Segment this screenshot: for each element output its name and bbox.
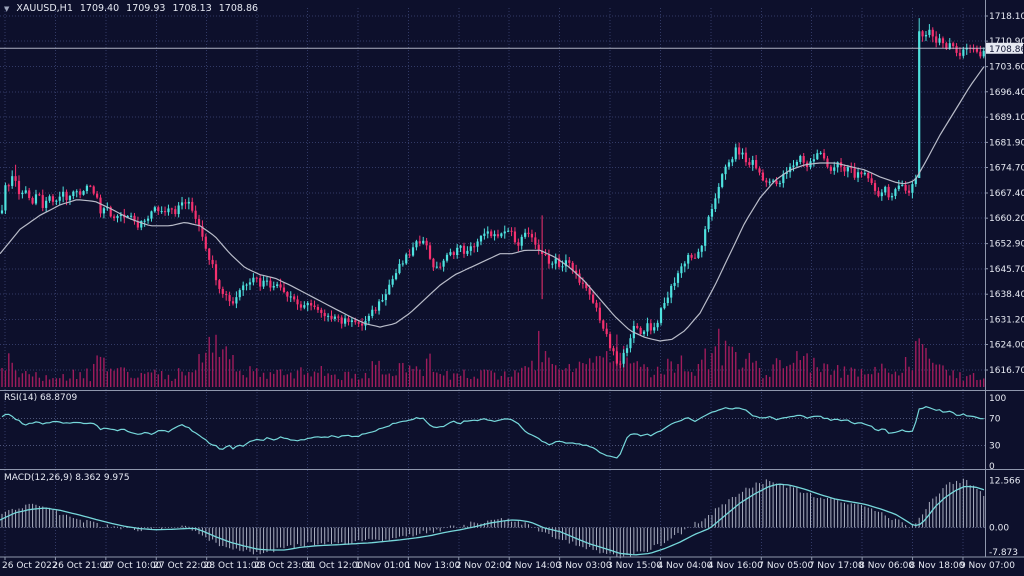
svg-text:1674.70: 1674.70	[989, 164, 1024, 174]
svg-text:2 Nov 02:00: 2 Nov 02:00	[456, 561, 511, 571]
svg-text:1718.10: 1718.10	[989, 12, 1024, 22]
svg-text:1689.10: 1689.10	[989, 113, 1024, 123]
svg-text:1 Nov 13:00: 1 Nov 13:00	[405, 561, 460, 571]
svg-text:1660.20: 1660.20	[989, 214, 1024, 224]
svg-text:1624.00: 1624.00	[989, 341, 1024, 351]
grid-layer	[0, 8, 985, 557]
svg-text:27 Oct 10:00: 27 Oct 10:00	[103, 561, 162, 571]
svg-text:9 Nov 07:00: 9 Nov 07:00	[960, 561, 1015, 571]
svg-text:1710.90: 1710.90	[989, 37, 1024, 47]
svg-text:1703.60: 1703.60	[989, 63, 1024, 73]
svg-text:1616.70: 1616.70	[989, 366, 1024, 376]
svg-text:1638.40: 1638.40	[989, 290, 1024, 300]
svg-text:27 Oct 22:00: 27 Oct 22:00	[153, 561, 212, 571]
svg-text:8 Nov 06:00: 8 Nov 06:00	[859, 561, 914, 571]
svg-text:7 Nov 17:00: 7 Nov 17:00	[809, 561, 864, 571]
rsi-panel-layer	[0, 406, 985, 459]
svg-text:1696.40: 1696.40	[989, 88, 1024, 98]
svg-text:0: 0	[989, 462, 995, 472]
svg-text:28 Oct 23:00: 28 Oct 23:00	[254, 561, 313, 571]
svg-text:12.566: 12.566	[989, 476, 1021, 486]
volume-bars-layer	[1, 328, 985, 387]
svg-text:28 Oct 11:00: 28 Oct 11:00	[204, 561, 263, 571]
svg-text:8 Nov 18:00: 8 Nov 18:00	[910, 561, 965, 571]
svg-text:30: 30	[989, 442, 1001, 452]
svg-text:1652.90: 1652.90	[989, 240, 1024, 250]
svg-text:1667.40: 1667.40	[989, 189, 1024, 199]
svg-text:2 Nov 14:00: 2 Nov 14:00	[506, 561, 561, 571]
svg-text:3 Nov 15:00: 3 Nov 15:00	[607, 561, 662, 571]
svg-text:7 Nov 05:00: 7 Nov 05:00	[758, 561, 813, 571]
svg-text:70: 70	[989, 414, 1001, 424]
svg-text:1681.90: 1681.90	[989, 138, 1024, 148]
candles-layer[interactable]	[0, 18, 985, 368]
svg-text:31 Oct 12:00: 31 Oct 12:00	[305, 561, 364, 571]
moving-average-line	[0, 66, 985, 342]
price-axis[interactable]: 1718.10 1710.90 1703.60 1696.40 1689.10 1681.…	[985, 12, 1024, 376]
svg-text:1708.86: 1708.86	[989, 45, 1024, 55]
svg-text:26 Oct 2022: 26 Oct 2022	[2, 561, 58, 571]
svg-text:4 Nov 16:00: 4 Nov 16:00	[708, 561, 763, 571]
current-price-tag: 1708.86	[986, 42, 1024, 55]
svg-text:100: 100	[989, 394, 1006, 404]
svg-text:26 Oct 21:00: 26 Oct 21:00	[52, 561, 111, 571]
macd-panel-layer	[0, 478, 985, 559]
svg-text:1645.70: 1645.70	[989, 265, 1024, 275]
svg-text:1 Nov 01:00: 1 Nov 01:00	[355, 561, 410, 571]
svg-text:0.00: 0.00	[989, 524, 1009, 534]
indicator-axis-labels: 100 70 30 0 12.566 0.00 -7.873	[989, 394, 1021, 558]
panel-separators[interactable]	[0, 0, 1024, 558]
svg-text:1631.20: 1631.20	[989, 315, 1024, 325]
svg-text:3 Nov 03:00: 3 Nov 03:00	[557, 561, 612, 571]
svg-text:-7.873: -7.873	[989, 548, 1018, 558]
svg-text:4 Nov 04:00: 4 Nov 04:00	[657, 561, 712, 571]
